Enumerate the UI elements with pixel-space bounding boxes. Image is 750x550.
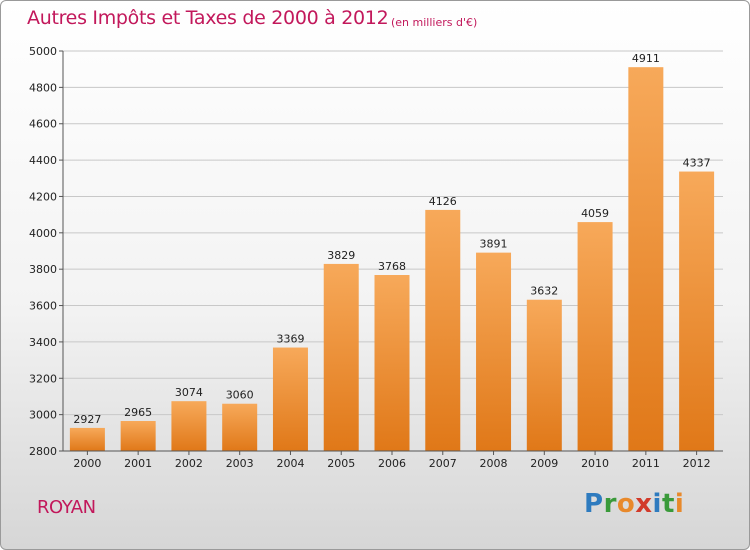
logo-letter: i: [652, 489, 662, 519]
x-tick-label: 2005: [327, 457, 355, 470]
logo-letter: o: [616, 489, 636, 519]
bars: [69, 67, 715, 451]
logo-letter: i: [674, 489, 685, 519]
y-tick-label: 3800: [29, 263, 57, 276]
x-tick-labels: 2000 2001 2002 2003 2004 2005 2006 2007 2008 2009…: [73, 457, 710, 470]
y-tick-label: 5000: [29, 45, 57, 58]
x-tick-label: 2012: [683, 457, 711, 470]
bar: [577, 222, 613, 451]
x-tick-label: 2000: [73, 457, 101, 470]
y-tick-label: 3400: [29, 336, 57, 349]
y-tick-label: 3000: [29, 409, 57, 422]
chart-title: Autres Impôts et Taxes de 2000 à 2012: [27, 7, 389, 29]
x-tick-label: 2004: [276, 457, 304, 470]
bar: [171, 401, 207, 451]
chart-subtitle: (en milliers d'€): [391, 16, 478, 29]
data-label: 4126: [429, 195, 457, 208]
data-label: 3829: [327, 249, 355, 262]
data-labels: 2927 2965 3074 3060 3369 3829 3768 4126 3891 3632…: [73, 52, 710, 426]
y-tick-label: 4600: [29, 118, 57, 131]
x-tick-label: 2008: [480, 457, 508, 470]
bar: [374, 275, 410, 451]
bar: [323, 263, 359, 451]
data-label: 3768: [378, 260, 406, 273]
x-tick-label: 2007: [429, 457, 457, 470]
y-tick-label: 4400: [29, 154, 57, 167]
data-label: 4337: [683, 157, 711, 170]
bar: [222, 403, 258, 451]
logo-letter: r: [603, 489, 617, 519]
data-label: 4911: [632, 52, 660, 65]
data-label: 3060: [226, 389, 254, 402]
logo-letter: P: [584, 489, 604, 519]
data-label: 2927: [73, 413, 101, 426]
bar: [272, 347, 308, 451]
data-label: 3632: [530, 285, 558, 298]
y-tick-label: 2800: [29, 445, 57, 458]
bar: [679, 171, 715, 451]
y-tick-label: 3600: [29, 300, 57, 313]
bar: [526, 299, 562, 451]
y-tick-labels: 2800 3000 3200 3400 3600 3800 4000 4200 4400 4600…: [29, 45, 57, 458]
x-tick-label: 2009: [530, 457, 558, 470]
bar: [120, 421, 156, 451]
bar: [628, 67, 664, 451]
logo-letter: t: [661, 489, 675, 519]
city-label: ROYAN: [37, 497, 96, 518]
bar: [425, 209, 461, 451]
x-tick-label: 2006: [378, 457, 406, 470]
y-tick-label: 4800: [29, 81, 57, 94]
data-label: 2965: [124, 406, 152, 419]
y-tick-label: 4000: [29, 227, 57, 240]
x-tick-label: 2002: [175, 457, 203, 470]
bar: [476, 252, 512, 451]
y-tick-label: 4200: [29, 190, 57, 203]
bar: [69, 427, 105, 451]
x-tick-label: 2011: [632, 457, 660, 470]
data-label: 3074: [175, 386, 203, 399]
y-tick-label: 3200: [29, 372, 57, 385]
data-label: 4059: [581, 207, 609, 220]
x-tick-label: 2003: [226, 457, 254, 470]
axes: [62, 51, 723, 455]
x-tick-label: 2010: [581, 457, 609, 470]
data-label: 3369: [276, 333, 304, 346]
x-tick-label: 2001: [124, 457, 152, 470]
logo-letter: x: [635, 489, 653, 519]
proxiti-logo: Proxiti: [584, 489, 684, 519]
data-label: 3891: [480, 238, 508, 251]
